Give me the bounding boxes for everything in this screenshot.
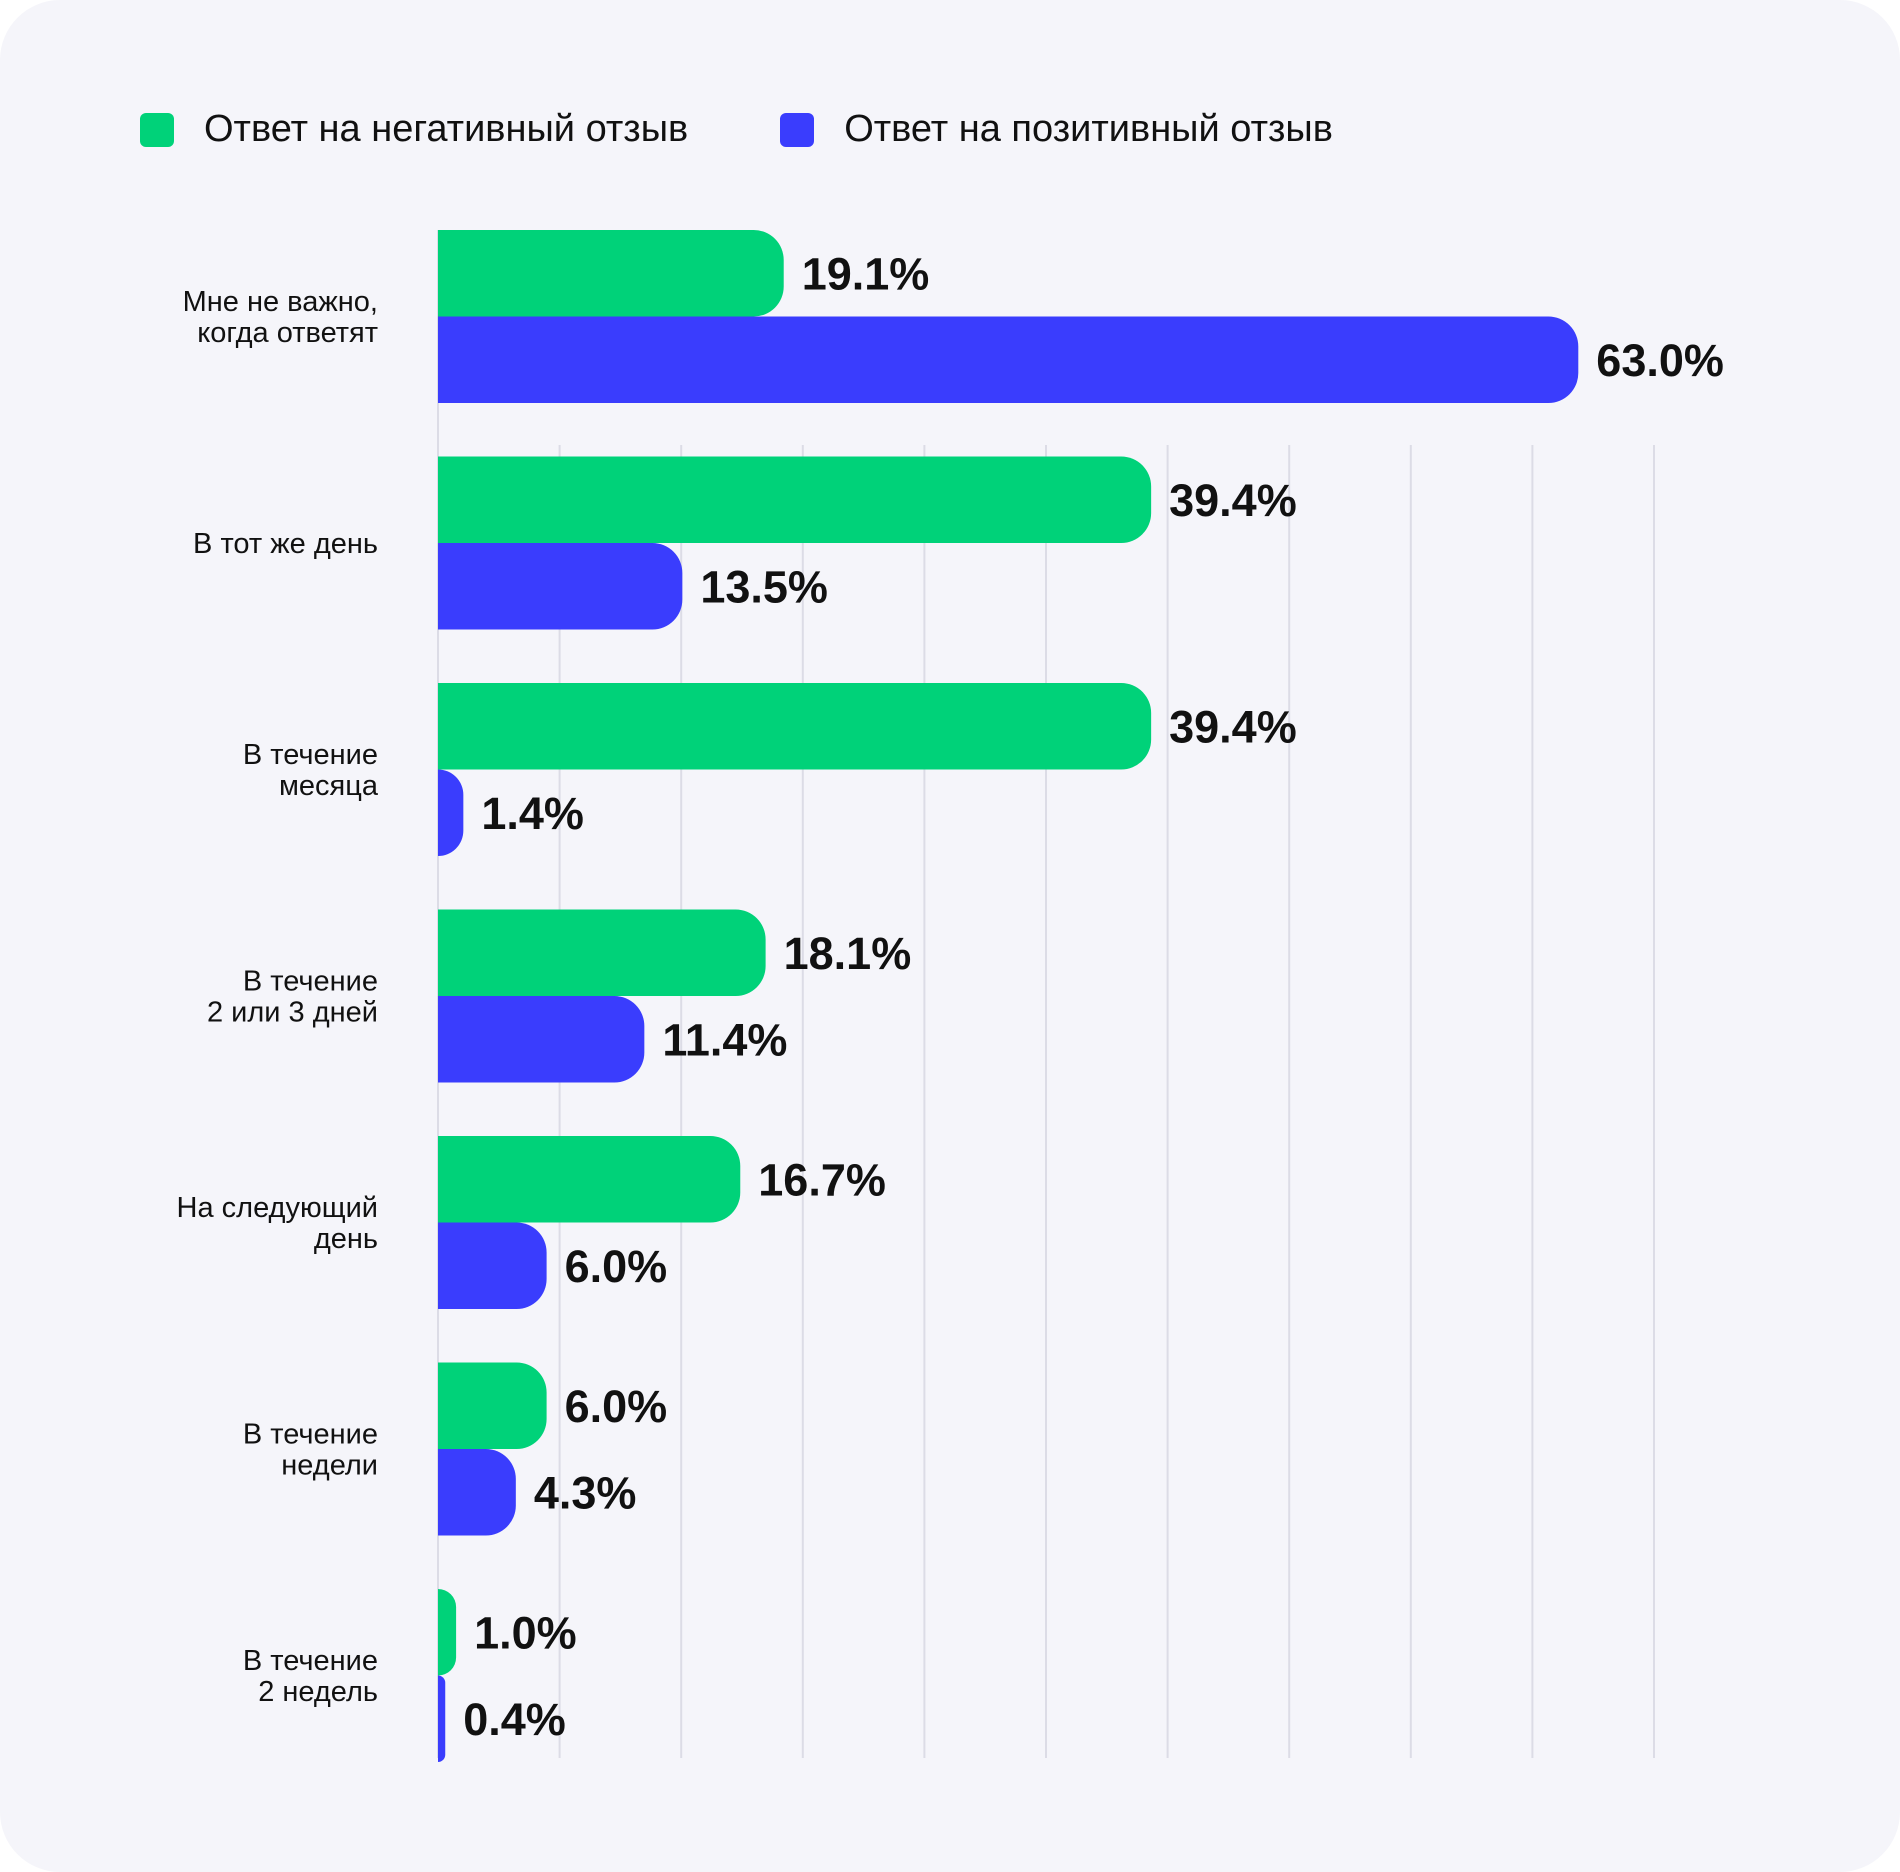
legend-swatch-positive — [780, 112, 815, 147]
category-label: 2 недель — [258, 1676, 378, 1708]
bar-positive — [438, 543, 683, 630]
category-label: В течение — [243, 1419, 378, 1451]
bar-positive — [438, 1675, 446, 1762]
legend-swatch-negative — [140, 112, 174, 147]
legend-label-positive: Ответ на позитивный отзыв — [844, 108, 1333, 150]
data-label: 19.1% — [802, 248, 930, 299]
data-label: 16.7% — [758, 1154, 886, 1205]
category-label: В течение — [243, 1645, 378, 1677]
legend-item-negative: Ответ на негативный отзыв — [140, 108, 688, 151]
bar-positive — [438, 316, 1579, 403]
legend-label-negative: Ответ на негативный отзыв — [204, 108, 689, 150]
data-label: 39.4% — [1169, 475, 1297, 526]
category-label: На следующий — [177, 1192, 378, 1224]
category-label: недели — [281, 1450, 378, 1482]
bar-negative — [438, 1362, 547, 1449]
category-label: В течение — [243, 739, 378, 771]
bar-negative — [438, 909, 766, 996]
data-label: 39.4% — [1169, 701, 1297, 752]
data-label: 63.0% — [1596, 335, 1724, 386]
category-label: когда ответят — [197, 317, 378, 349]
data-label: 6.0% — [565, 1381, 668, 1432]
legend-item-positive: Ответ на позитивный отзыв — [780, 108, 1333, 151]
bar-negative — [438, 683, 1152, 770]
bar-positive — [438, 996, 645, 1083]
bar-positive — [438, 1449, 516, 1536]
category-label: В тот же день — [193, 528, 378, 560]
bar-negative — [438, 1136, 741, 1223]
data-label: 13.5% — [700, 561, 828, 612]
category-label: месяца — [279, 770, 379, 802]
bar-positive — [438, 769, 464, 856]
data-label: 6.0% — [565, 1241, 668, 1292]
bar-negative — [438, 1589, 457, 1676]
legend: Ответ на негативный отзыв Ответ на позит… — [140, 108, 1425, 151]
category-label: Мне не важно, — [183, 286, 378, 318]
category-label: 2 или 3 дней — [207, 997, 378, 1029]
bar-positive — [438, 1222, 547, 1309]
data-label: 18.1% — [784, 928, 912, 979]
bar-negative — [438, 230, 784, 317]
data-label: 0.4% — [463, 1694, 566, 1745]
bar-negative — [438, 456, 1152, 543]
category-label: В течение — [243, 966, 378, 998]
data-label: 4.3% — [534, 1467, 637, 1518]
data-label: 11.4% — [662, 1014, 787, 1065]
category-label: день — [314, 1223, 378, 1255]
data-label: 1.4% — [481, 788, 584, 839]
data-label: 1.0% — [474, 1607, 577, 1658]
